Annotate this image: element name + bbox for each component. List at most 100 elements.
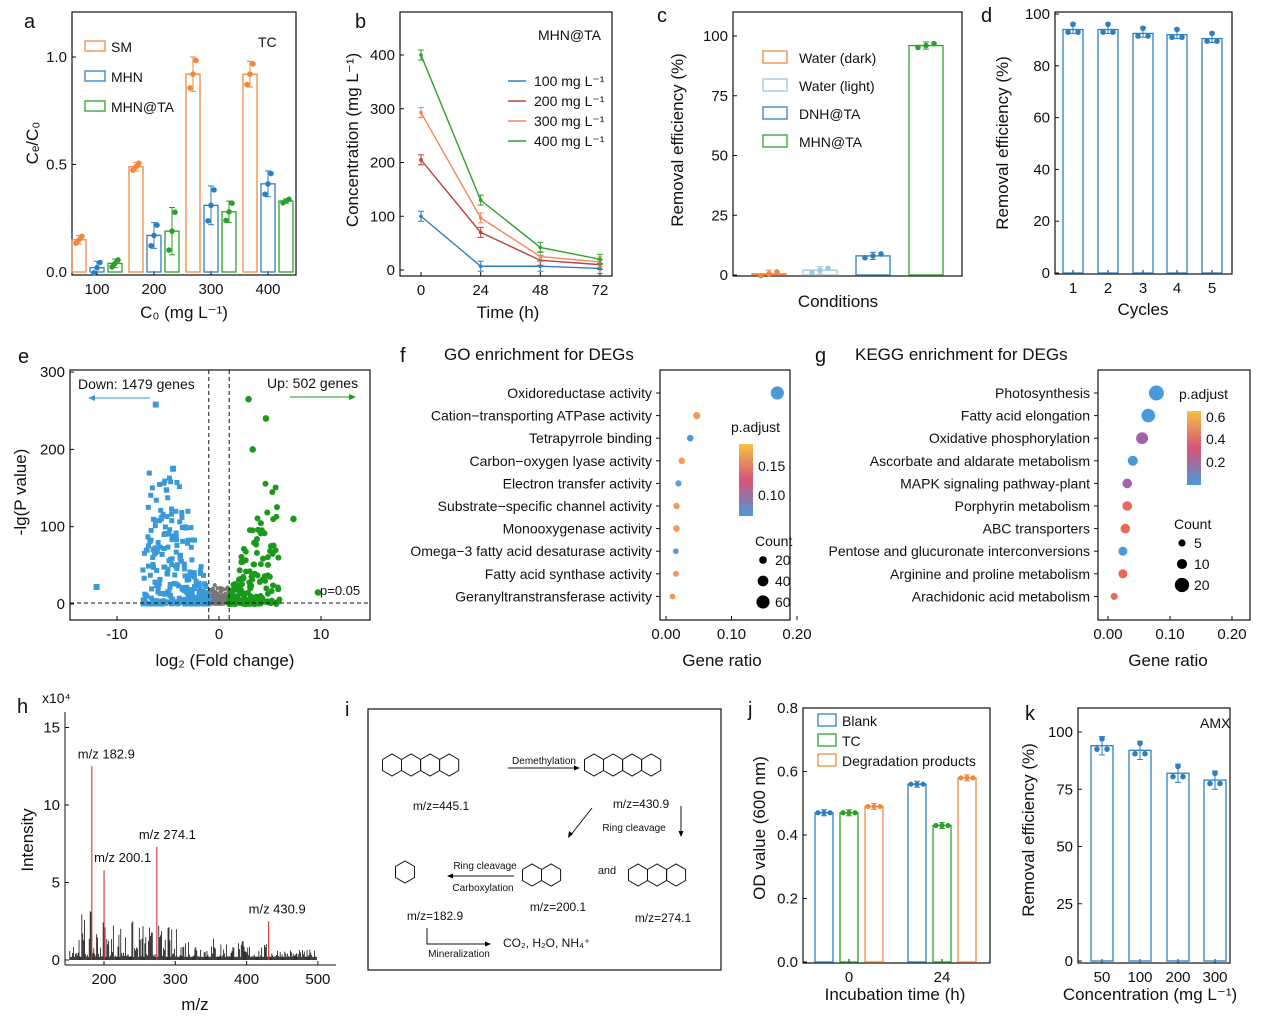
e-up-gene-point: [264, 509, 271, 516]
structure-274: [628, 863, 648, 887]
d-replicate-point: [1065, 29, 1071, 35]
e-down-gene-point: [169, 597, 175, 603]
b-data-point: [419, 214, 423, 219]
a-bar-SM: [128, 165, 144, 273]
e-down-gene-point: [170, 533, 176, 539]
e-down-gene-point: [167, 585, 173, 591]
e-down-gene-point: [150, 547, 156, 553]
g-size-legend-dot: [1176, 558, 1188, 570]
e-up-gene-point: [247, 583, 254, 590]
i-arrow-head: [485, 941, 491, 947]
e-down-gene-point: [158, 516, 164, 522]
e-down-gene-point: [195, 580, 201, 586]
f-term-label: Oxidoreductase activity: [507, 385, 652, 401]
d-xtick-label: 2: [1104, 280, 1112, 297]
e-xtick-label: 10: [313, 626, 330, 643]
b-xlabel: Time (h): [477, 303, 540, 322]
b-series-line: [420, 159, 601, 266]
e-down-gene-point: [191, 570, 197, 576]
e-nonsignificant-point: [212, 583, 217, 588]
e-down-gene-point: [154, 567, 160, 573]
a-bar-SM: [242, 73, 258, 273]
e-up-arrow-head: [349, 394, 356, 400]
g-term-label: Ascorbate and aldarate metabolism: [870, 453, 1090, 469]
e-down-gene-point: [162, 591, 168, 597]
c-ytick-label: 100: [703, 28, 728, 45]
e-up-gene-point: [238, 581, 245, 588]
e-down-gene-point: [157, 481, 163, 487]
e-down-gene-point: [179, 525, 185, 531]
g-term-dot: [1122, 478, 1133, 489]
e-down-gene-point: [162, 524, 168, 530]
e-down-gene-point: [185, 537, 191, 543]
g-term-label: MAPK signaling pathway-plant: [900, 475, 1090, 491]
e-down-gene-point: [155, 585, 161, 591]
i-arrow-head: [568, 831, 573, 838]
b-legend-label: 100 mg L⁻¹: [534, 73, 605, 89]
a-xtick-label: 100: [84, 281, 109, 298]
j-replicate-point: [852, 810, 858, 816]
e-up-gene-point: [262, 577, 269, 584]
e-down-gene-point: [165, 599, 171, 605]
e-down-gene-point: [185, 601, 191, 607]
c-ytick-label: 75: [711, 88, 728, 105]
e-down-gene-point: [176, 583, 182, 589]
e-down-gene-point: [173, 508, 179, 514]
e-up-gene-point: [232, 581, 239, 588]
g-term-dot: [1148, 385, 1164, 401]
e-nonsignificant-point: [219, 598, 224, 603]
e-up-gene-point: [274, 584, 281, 591]
f-term-label: Tetrapyrrole binding: [529, 430, 652, 446]
panel-j-label: j: [747, 699, 752, 721]
c-legend-swatch: [762, 78, 788, 92]
e-nonsignificant-point: [211, 599, 216, 604]
e-down-gene-point: [176, 484, 182, 490]
a-legend-swatch: [84, 100, 106, 112]
e-down-gene-point: [155, 589, 161, 595]
e-down-gene-point: [173, 530, 179, 536]
j-replicate-point: [846, 810, 852, 816]
f-colorbar-label: 0.10: [758, 487, 785, 503]
e-down-label: Down: 1479 genes: [78, 376, 195, 392]
a-xtick-label: 200: [141, 281, 166, 298]
d-xtick-label: 3: [1139, 280, 1147, 297]
j-replicate-point: [865, 803, 871, 810]
e-down-gene-point: [189, 572, 195, 578]
e-up-gene-point: [255, 596, 262, 603]
e-up-gene-point: [257, 578, 264, 585]
e-down-gene-point: [167, 581, 173, 587]
e-down-gene-point: [159, 601, 165, 607]
e-up-gene-point: [255, 600, 262, 607]
e-down-gene-point: [157, 544, 163, 550]
j-ytick-label: 0.6: [777, 764, 798, 781]
j-replicate-point: [958, 775, 964, 781]
a-replicate-point: [169, 228, 175, 234]
e-up-label: Up: 502 genes: [267, 375, 358, 391]
c-legend-label: MHN@TA: [799, 134, 863, 150]
structure-430: [584, 753, 604, 777]
j-ytick-label: 0.4: [777, 827, 798, 844]
e-down-gene-point: [161, 532, 167, 538]
a-replicate-point: [148, 242, 154, 249]
j-legend-swatch: [817, 753, 837, 767]
a-replicate-point: [250, 61, 256, 67]
a-ytick-label: 0.0: [46, 264, 67, 281]
g-term-dot: [1118, 569, 1128, 579]
j-ytick-label: 0.0: [777, 954, 798, 971]
b-annotation: MHN@TA: [538, 27, 602, 43]
a-xtick-label: 300: [198, 281, 223, 298]
j-replicate-point: [840, 810, 846, 816]
e-ytick-label: 300: [40, 364, 65, 381]
structure-430: [641, 753, 662, 777]
g-term-label: Photosynthesis: [995, 385, 1090, 401]
g-term-dot: [1136, 432, 1149, 445]
e-up-gene-point: [314, 589, 322, 596]
g-size-legend-label: 20: [1194, 577, 1210, 593]
e-down-gene-point: [192, 586, 198, 592]
e-down-gene-point: [148, 492, 154, 498]
j-bar: [907, 783, 927, 963]
i-compound-label: m/z=445.1: [413, 799, 470, 813]
d-bar: [1132, 32, 1154, 274]
d-replicate-point: [1100, 29, 1106, 35]
e-down-gene-point: [167, 593, 173, 599]
